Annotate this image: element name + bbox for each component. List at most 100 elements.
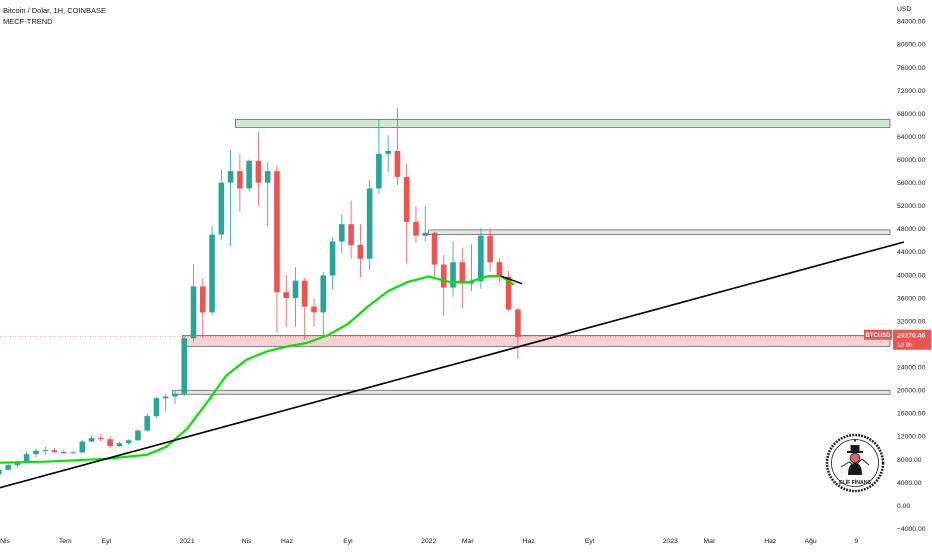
x-tick-label: 2021 <box>179 538 194 545</box>
candle-body <box>320 275 327 313</box>
indicator-label: MECF-TREND <box>3 17 53 26</box>
candle <box>255 131 262 206</box>
candle <box>394 107 401 185</box>
candle <box>301 277 308 340</box>
y-tick-label: 56000.00 <box>897 180 926 187</box>
candle-body <box>357 244 364 259</box>
candle <box>70 450 76 454</box>
y-tick-label: 32000.00 <box>897 318 926 325</box>
candle-body <box>70 452 76 454</box>
candle-body <box>440 264 447 288</box>
x-tick-label: Eyl <box>343 538 353 545</box>
candle <box>320 272 327 337</box>
candle <box>116 441 123 447</box>
candle <box>153 397 160 418</box>
chart-title: Bitcoin / Dolar, 1H, COINBASE <box>3 6 106 15</box>
symbol-label: BTCUSD <box>866 333 892 339</box>
candle <box>385 135 391 173</box>
candle <box>431 231 438 278</box>
candle <box>496 258 503 283</box>
candle-body <box>515 309 521 337</box>
candle <box>357 224 364 278</box>
candle-body <box>135 430 141 441</box>
zone-support <box>182 335 891 347</box>
candle-body <box>162 396 169 399</box>
y-tick-label: 12000.00 <box>897 434 926 441</box>
trendline-group <box>0 241 905 489</box>
candle <box>237 153 243 212</box>
zone-grey <box>172 389 891 395</box>
x-axis: Nis Tem Eyl 2021 Nis Haz Eyl 2022 Mar Haz Eyl 2023 M… <box>0 538 858 545</box>
candle <box>515 307 521 360</box>
candle <box>135 429 141 441</box>
candle-body <box>5 465 11 470</box>
candle <box>218 169 225 241</box>
candle-body <box>366 188 373 259</box>
candle-body <box>23 454 30 462</box>
candle <box>264 162 271 226</box>
candle-body <box>209 234 215 313</box>
y-tick-label: 0.00 <box>897 503 910 510</box>
price-tag-group: BTCUSD 29270.46 1d 9h <box>864 329 931 350</box>
candle <box>209 225 215 316</box>
candle-body <box>33 450 39 455</box>
x-tick-label: 9 <box>854 538 858 545</box>
y-tick-label: 68000.00 <box>897 111 926 118</box>
candle <box>366 179 373 271</box>
candle <box>487 227 493 273</box>
candle-body <box>413 221 419 236</box>
candle <box>51 447 58 454</box>
candle-body <box>450 262 456 288</box>
candle <box>162 393 169 412</box>
candle <box>107 436 113 449</box>
candle <box>329 237 336 290</box>
candle <box>98 434 104 442</box>
y-tick-label: 44000.00 <box>897 249 926 256</box>
candle-body <box>88 438 95 442</box>
ma-tail <box>500 275 523 285</box>
y-tick-label: 20000.00 <box>897 388 926 395</box>
ma-line <box>0 275 515 464</box>
candle <box>505 270 512 312</box>
candle-body <box>107 439 113 447</box>
y-tick-label: −4000.00 <box>897 526 926 533</box>
candle <box>144 413 150 432</box>
candles <box>0 107 521 475</box>
x-tick-label: Tem <box>59 538 72 545</box>
y-tick-label: 8000.00 <box>897 457 922 464</box>
x-tick-label: Nis <box>0 538 10 545</box>
x-tick-label: 2022 <box>421 538 436 545</box>
candle-body <box>283 292 290 298</box>
candle <box>422 205 429 242</box>
x-tick-label: 2023 <box>663 538 678 545</box>
zones <box>172 118 891 395</box>
brand-logo-text: ELİF FİNANS <box>839 479 872 486</box>
current-price-label: 29270.46 <box>897 332 926 339</box>
y-tick-label: 16000.00 <box>897 411 926 418</box>
candle-body <box>431 232 438 265</box>
candle-body <box>181 338 188 394</box>
candle <box>42 446 49 455</box>
x-tick-label: Eyl <box>585 538 595 545</box>
candle <box>348 200 354 259</box>
candle-body <box>385 150 391 154</box>
candle-body <box>153 398 160 417</box>
candle-body <box>14 461 21 466</box>
candle-body <box>144 416 150 431</box>
candle <box>190 263 197 342</box>
candle-body <box>125 440 132 444</box>
x-tick-label: Haz <box>764 538 777 545</box>
candle <box>181 336 188 396</box>
candle-body <box>394 150 401 177</box>
y-tick-label: 52000.00 <box>897 203 926 210</box>
x-tick-label: Haz <box>523 538 536 545</box>
candle <box>172 390 178 405</box>
candle-body <box>376 153 382 189</box>
y-tick-label: 4000.00 <box>897 480 922 487</box>
y-tick-label: 36000.00 <box>897 295 926 302</box>
candle-body <box>0 469 2 475</box>
y-tick-label: 76000.00 <box>897 65 926 72</box>
x-tick-label: Haz <box>281 538 294 545</box>
